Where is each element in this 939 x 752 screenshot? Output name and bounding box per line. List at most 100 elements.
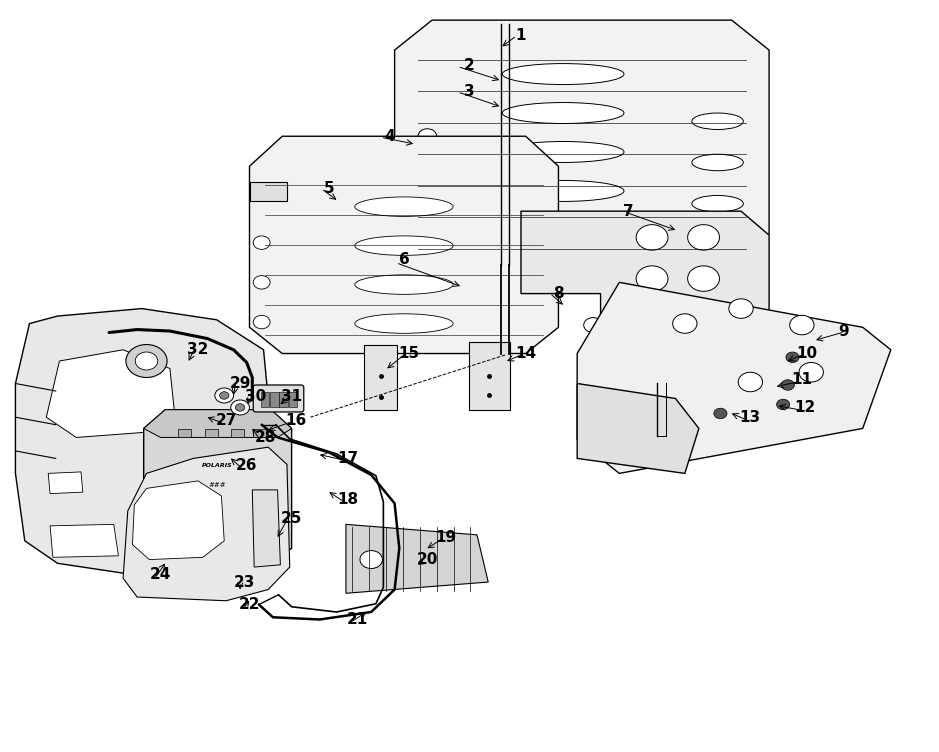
Text: 18: 18 — [337, 492, 359, 507]
FancyBboxPatch shape — [254, 385, 304, 412]
FancyBboxPatch shape — [205, 429, 218, 437]
Circle shape — [418, 129, 437, 144]
Circle shape — [418, 174, 437, 189]
Ellipse shape — [589, 329, 650, 351]
Text: 29: 29 — [229, 376, 251, 391]
Text: 26: 26 — [236, 459, 257, 474]
Circle shape — [360, 550, 382, 569]
FancyBboxPatch shape — [280, 392, 288, 407]
Text: 13: 13 — [740, 410, 761, 425]
FancyBboxPatch shape — [251, 182, 287, 202]
FancyBboxPatch shape — [289, 392, 298, 407]
Text: 27: 27 — [215, 414, 237, 429]
Text: 4: 4 — [385, 129, 395, 144]
Text: 20: 20 — [417, 552, 439, 567]
Text: 2: 2 — [464, 58, 475, 73]
Circle shape — [126, 344, 167, 378]
Text: 17: 17 — [337, 451, 359, 466]
Circle shape — [220, 392, 229, 399]
Circle shape — [790, 315, 814, 335]
Circle shape — [418, 219, 437, 234]
Circle shape — [786, 352, 799, 362]
Ellipse shape — [692, 196, 744, 212]
Ellipse shape — [355, 197, 454, 217]
Polygon shape — [577, 282, 891, 474]
Text: 16: 16 — [285, 414, 307, 429]
Polygon shape — [346, 524, 488, 593]
Ellipse shape — [692, 154, 744, 171]
Polygon shape — [144, 410, 292, 565]
Ellipse shape — [502, 102, 624, 123]
Circle shape — [584, 317, 603, 332]
Circle shape — [215, 388, 234, 403]
Text: 19: 19 — [436, 529, 456, 544]
Text: 6: 6 — [398, 253, 409, 268]
Text: 9: 9 — [839, 323, 849, 338]
Text: 3: 3 — [464, 83, 475, 99]
Circle shape — [672, 314, 697, 333]
Circle shape — [254, 275, 270, 289]
Circle shape — [687, 266, 719, 291]
Ellipse shape — [692, 113, 744, 129]
FancyBboxPatch shape — [270, 392, 279, 407]
Circle shape — [777, 399, 790, 410]
Text: 11: 11 — [792, 372, 812, 387]
Polygon shape — [521, 211, 769, 384]
FancyBboxPatch shape — [231, 429, 244, 437]
Text: 21: 21 — [346, 612, 368, 627]
Circle shape — [781, 380, 794, 390]
Text: 8: 8 — [553, 286, 563, 301]
Polygon shape — [132, 481, 224, 559]
Circle shape — [729, 299, 753, 318]
Ellipse shape — [502, 180, 624, 202]
Circle shape — [135, 352, 158, 370]
Text: 32: 32 — [187, 342, 208, 357]
Ellipse shape — [502, 141, 624, 162]
Circle shape — [254, 315, 270, 329]
Text: 5: 5 — [324, 181, 334, 196]
Text: 12: 12 — [794, 400, 815, 415]
Polygon shape — [15, 308, 269, 575]
Polygon shape — [253, 490, 281, 567]
Circle shape — [714, 408, 727, 419]
Circle shape — [738, 372, 762, 392]
Text: 10: 10 — [796, 346, 817, 361]
Text: 23: 23 — [234, 575, 255, 590]
Ellipse shape — [355, 274, 454, 294]
Text: 15: 15 — [398, 346, 419, 361]
Circle shape — [799, 362, 824, 382]
FancyBboxPatch shape — [363, 345, 397, 410]
Text: POLARIS: POLARIS — [202, 463, 233, 468]
Polygon shape — [394, 20, 769, 264]
Polygon shape — [577, 384, 699, 474]
Text: 28: 28 — [254, 430, 276, 445]
Ellipse shape — [502, 64, 624, 84]
Polygon shape — [250, 136, 559, 353]
Text: 22: 22 — [239, 597, 260, 612]
Polygon shape — [48, 472, 83, 493]
Text: 7: 7 — [623, 204, 634, 219]
Circle shape — [236, 404, 245, 411]
Text: 30: 30 — [245, 390, 267, 405]
Polygon shape — [50, 524, 118, 557]
Polygon shape — [144, 410, 292, 438]
Circle shape — [231, 400, 250, 415]
Polygon shape — [46, 350, 175, 438]
Text: ###: ### — [208, 481, 226, 487]
Circle shape — [636, 266, 668, 291]
Circle shape — [636, 225, 668, 250]
FancyBboxPatch shape — [178, 429, 192, 437]
Text: 1: 1 — [516, 28, 526, 43]
Ellipse shape — [355, 236, 454, 256]
Ellipse shape — [355, 314, 454, 333]
FancyBboxPatch shape — [261, 392, 269, 407]
Polygon shape — [123, 447, 290, 601]
Text: 25: 25 — [281, 511, 302, 526]
Text: 14: 14 — [516, 346, 536, 361]
Circle shape — [687, 225, 719, 250]
Text: 24: 24 — [150, 567, 171, 582]
Circle shape — [254, 236, 270, 250]
Text: 31: 31 — [281, 390, 302, 405]
FancyBboxPatch shape — [254, 429, 267, 437]
FancyBboxPatch shape — [469, 341, 510, 410]
